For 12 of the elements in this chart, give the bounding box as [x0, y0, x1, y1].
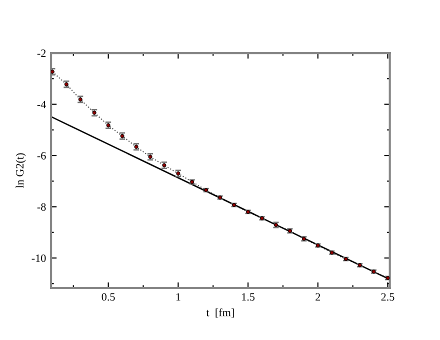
x-axis-title: t [fm]	[206, 308, 234, 318]
y-tick-label: -4	[37, 100, 46, 108]
y-tick-label: -10	[32, 254, 46, 262]
y-tick-label: -2	[37, 50, 46, 57]
x-tick-label: 2.5	[381, 293, 394, 301]
x-tick-label: 1	[176, 293, 180, 301]
x-tick-label: 1.5	[242, 293, 255, 301]
y-tick-label: -8	[37, 203, 46, 211]
y-tick-label: -6	[37, 152, 46, 160]
x-tick-label: 0.5	[102, 293, 115, 301]
x-tick-label: 2	[316, 293, 320, 301]
y-axis-title: ln G2(t)	[16, 153, 26, 188]
